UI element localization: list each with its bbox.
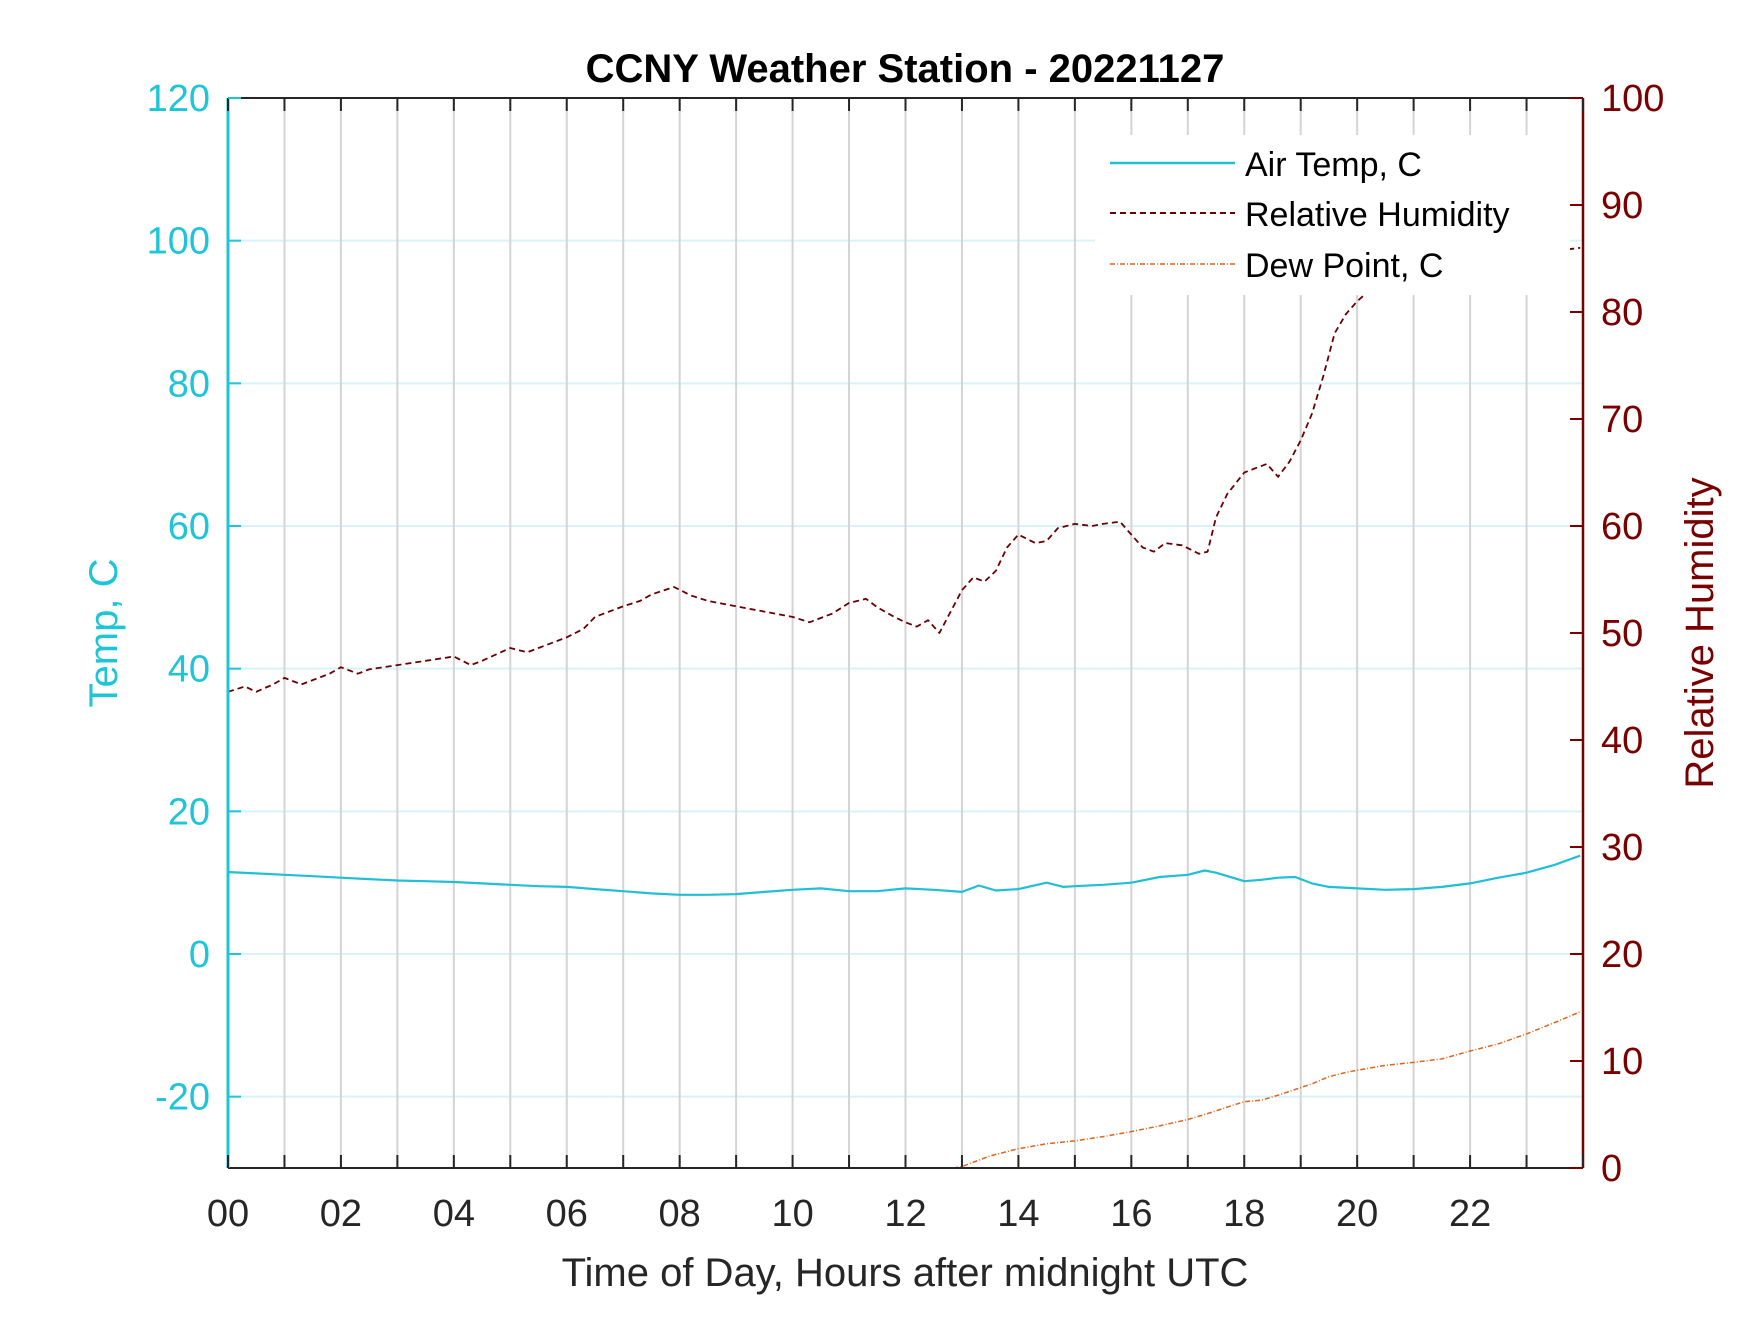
axes-layer: 00 02 04 06 08 10 12 14 16 18 20 22-200204060801001… <box>147 78 1665 1235</box>
y-tick-label-right: 50 <box>1601 613 1643 655</box>
chart-title: CCNY Weather Station - 20221127 <box>586 47 1225 91</box>
x-tick-label: 00 <box>207 1193 249 1235</box>
y-tick-label-right: 90 <box>1601 185 1643 227</box>
legend-box <box>1095 135 1570 295</box>
y-tick-label-left: 60 <box>168 506 210 548</box>
y-tick-label-right: 100 <box>1601 78 1664 120</box>
air-temp-c-line <box>227 854 1581 896</box>
y-tick-label-right: 40 <box>1601 720 1643 762</box>
y-tick-label-right: 80 <box>1601 292 1643 334</box>
x-tick-label: 08 <box>659 1193 701 1235</box>
x-tick-label: 20 <box>1336 1193 1378 1235</box>
y-tick-label-left: 80 <box>168 363 210 405</box>
y-axis-label-right: Relative Humidity <box>1678 477 1722 788</box>
legend-label-dew-point: Dew Point, C <box>1245 247 1443 285</box>
y-tick-label-left: 40 <box>168 649 210 691</box>
y-tick-label-right: 20 <box>1601 934 1643 976</box>
grid-layer <box>228 98 1583 1168</box>
x-tick-label: 16 <box>1110 1193 1152 1235</box>
x-tick-label: 22 <box>1449 1193 1491 1235</box>
y-tick-label-right: 70 <box>1601 399 1643 441</box>
y-tick-label-left: -20 <box>155 1077 210 1119</box>
y-axis-label-left: Temp, C <box>82 559 126 708</box>
x-tick-label: 06 <box>546 1193 588 1235</box>
relative-humidity-line <box>227 246 1581 693</box>
x-tick-label: 02 <box>320 1193 362 1235</box>
y-tick-label-left: 0 <box>189 934 210 976</box>
y-tick-label-right: 0 <box>1601 1148 1622 1190</box>
x-tick-label: 10 <box>771 1193 813 1235</box>
x-tick-label: 04 <box>433 1193 475 1235</box>
x-tick-label: 18 <box>1223 1193 1265 1235</box>
legend-label-relative-humidity: Relative Humidity <box>1245 196 1510 234</box>
legend-label-air-temp: Air Temp, C <box>1245 146 1422 184</box>
y-tick-label-left: 100 <box>147 221 210 263</box>
y-tick-label-right: 30 <box>1601 827 1643 869</box>
y-tick-label-left: 120 <box>147 78 210 120</box>
dew-point-c-line <box>953 1011 1581 1169</box>
x-axis-label: Time of Day, Hours after midnight UTC <box>562 1251 1249 1295</box>
y-tick-label-right: 10 <box>1601 1041 1643 1083</box>
series-layer <box>227 246 1581 1169</box>
y-tick-label-right: 60 <box>1601 506 1643 548</box>
legend: Air Temp, C Relative Humidity Dew Point,… <box>1095 135 1570 295</box>
x-tick-label: 14 <box>997 1193 1039 1235</box>
x-tick-label: 12 <box>884 1193 926 1235</box>
y-tick-label-left: 20 <box>168 791 210 833</box>
